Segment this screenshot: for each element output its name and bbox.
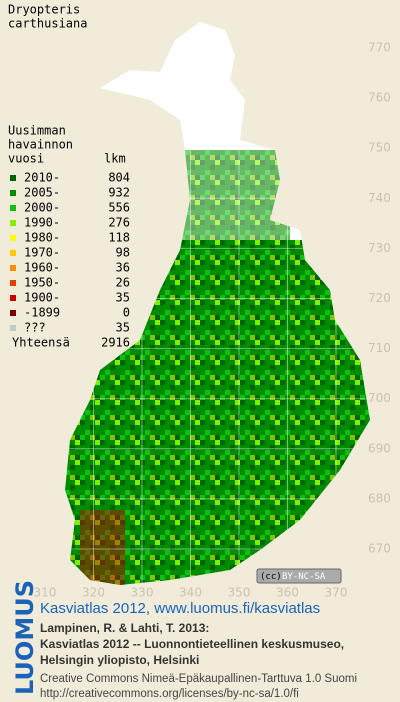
legend-count: 804 bbox=[108, 171, 130, 185]
legend-swatch bbox=[10, 190, 16, 196]
footer: Lampinen, R. & Lahti, T. 2013: Kasviatlas… bbox=[40, 621, 357, 700]
legend-label: 1980- bbox=[24, 231, 60, 245]
legend-total-label: Yhteensä bbox=[12, 336, 70, 350]
x-tick-label: 310 bbox=[34, 586, 57, 600]
x-tick-label: 360 bbox=[276, 586, 299, 600]
species-epithet: carthusiana bbox=[8, 17, 87, 31]
y-tick-label: 680 bbox=[368, 491, 391, 505]
sparse-cells bbox=[180, 150, 290, 240]
legend-heading: Uusimman bbox=[8, 124, 66, 138]
legend-count: 556 bbox=[108, 201, 130, 215]
legend-count: 118 bbox=[108, 231, 130, 245]
legend-label: -1899 bbox=[24, 306, 60, 320]
legend-count-heading: lkm bbox=[104, 152, 126, 166]
legend-count: 35 bbox=[116, 291, 130, 305]
y-tick-label: 700 bbox=[368, 391, 391, 405]
legend-swatch bbox=[10, 175, 16, 181]
legend-swatch bbox=[10, 325, 16, 331]
x-tick-label: 320 bbox=[82, 586, 105, 600]
license-line: http://creativecommons.org/licenses/by-n… bbox=[40, 688, 299, 700]
y-tick-label: 730 bbox=[368, 241, 391, 255]
old-record-cells bbox=[80, 510, 125, 585]
legend-count: 932 bbox=[108, 186, 130, 200]
legend-count: 98 bbox=[116, 246, 130, 260]
legend-label: 2010- bbox=[24, 171, 60, 185]
legend-heading: havainnon bbox=[8, 138, 73, 152]
legend-label: 2000- bbox=[24, 201, 60, 215]
citation-line: Helsingin yliopisto, Helsinki bbox=[40, 653, 199, 667]
legend-swatch bbox=[10, 295, 16, 301]
y-tick-label: 760 bbox=[368, 91, 391, 105]
legend-count: 36 bbox=[116, 261, 130, 275]
x-tick-label: 350 bbox=[228, 586, 251, 600]
legend-count: 0 bbox=[123, 306, 130, 320]
y-tick-label: 670 bbox=[368, 542, 391, 556]
legend-count: 26 bbox=[116, 276, 130, 290]
citation-line: Kasviatlas 2012 -- Luonnontieteellinen k… bbox=[40, 637, 344, 651]
legend-swatch bbox=[10, 310, 16, 316]
y-tick-label: 710 bbox=[368, 341, 391, 355]
y-tick-label: 690 bbox=[368, 441, 391, 455]
legend-label: 1990- bbox=[24, 216, 60, 230]
legend-count: 276 bbox=[108, 216, 130, 230]
license-badge: (cc) BY-NC-SA bbox=[256, 568, 342, 584]
legend-total: 2916 bbox=[101, 336, 130, 350]
legend-label: ??? bbox=[24, 321, 46, 335]
legend-label: 1970- bbox=[24, 246, 60, 260]
species-genus: Dryopteris bbox=[8, 3, 80, 17]
legend-swatch bbox=[10, 280, 16, 286]
license-line: Creative Commons Nimeä-Epäkaupallinen-Ta… bbox=[40, 673, 357, 685]
x-tick-label: 370 bbox=[325, 586, 348, 600]
y-tick-label: 740 bbox=[368, 191, 391, 205]
legend-swatch bbox=[10, 265, 16, 271]
legend-heading: vuosi bbox=[8, 152, 44, 166]
badge-icon: (cc) bbox=[260, 572, 282, 582]
y-tick-label: 770 bbox=[368, 41, 391, 55]
legend-swatch bbox=[10, 250, 16, 256]
legend-label: 1960- bbox=[24, 261, 60, 275]
legend-swatch bbox=[10, 205, 16, 211]
luomus-logo: LUOMUS bbox=[11, 580, 39, 695]
badge-text: BY-NC-SA bbox=[282, 572, 326, 582]
badge-box bbox=[256, 568, 342, 584]
y-tick-label: 720 bbox=[368, 291, 391, 305]
legend-label: 1950- bbox=[24, 276, 60, 290]
legend-label: 1900- bbox=[24, 291, 60, 305]
x-tick-label: 340 bbox=[179, 586, 202, 600]
legend-label: 2005- bbox=[24, 186, 60, 200]
citation-line: Lampinen, R. & Lahti, T. 2013: bbox=[40, 621, 209, 635]
legend-count: 35 bbox=[116, 321, 130, 335]
legend-swatch bbox=[10, 235, 16, 241]
legend-swatch bbox=[10, 220, 16, 226]
atlas-link[interactable]: Kasviatlas 2012, www.luomus.fi/kasviatla… bbox=[40, 600, 320, 617]
y-tick-label: 750 bbox=[368, 141, 391, 155]
x-tick-label: 330 bbox=[131, 586, 154, 600]
